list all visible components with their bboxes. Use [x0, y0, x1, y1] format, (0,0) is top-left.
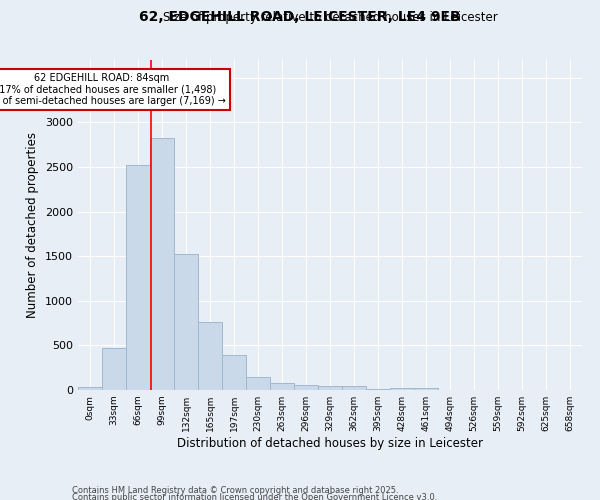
Bar [318, 386, 342, 390]
Bar [198, 322, 222, 390]
Bar [294, 384, 318, 390]
Bar [270, 383, 294, 390]
Bar [126, 165, 150, 390]
Title: Size of property relative to detached houses in Leicester: Size of property relative to detached ho… [163, 11, 497, 24]
Bar [246, 376, 270, 390]
Text: Contains public sector information licensed under the Open Government Licence v3: Contains public sector information licen… [72, 494, 437, 500]
Bar [414, 388, 438, 390]
Bar [222, 355, 246, 390]
Bar [390, 388, 414, 390]
Text: 62 EDGEHILL ROAD: 84sqm
← 17% of detached houses are smaller (1,498)
82% of semi: 62 EDGEHILL ROAD: 84sqm ← 17% of detache… [0, 73, 226, 106]
Bar [174, 254, 198, 390]
Y-axis label: Number of detached properties: Number of detached properties [26, 132, 40, 318]
X-axis label: Distribution of detached houses by size in Leicester: Distribution of detached houses by size … [177, 437, 483, 450]
Bar [102, 348, 126, 390]
Bar [78, 388, 102, 390]
Text: Contains HM Land Registry data © Crown copyright and database right 2025.: Contains HM Land Registry data © Crown c… [72, 486, 398, 495]
Bar [342, 386, 366, 390]
Bar [366, 388, 390, 390]
Bar [150, 138, 174, 390]
Text: 62, EDGEHILL ROAD, LEICESTER, LE4 9EB: 62, EDGEHILL ROAD, LEICESTER, LE4 9EB [139, 10, 461, 24]
